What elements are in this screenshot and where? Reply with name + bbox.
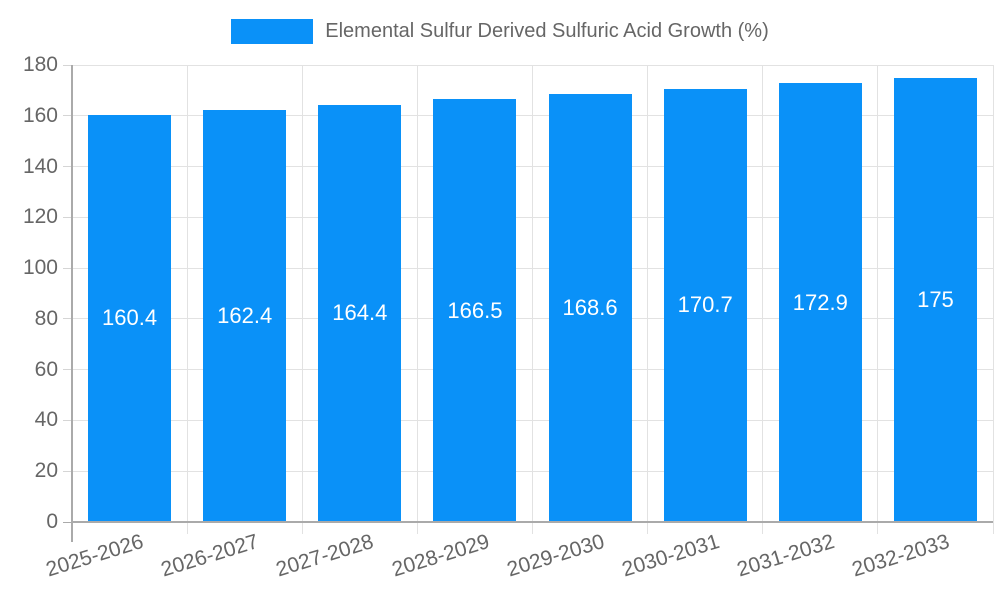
bar[interactable]: 160.4: [88, 114, 172, 522]
x-axis-tick-label: 2025-2026: [43, 530, 147, 582]
x-axis-tick-label: 2031-2032: [734, 530, 838, 582]
y-axis-tick: [63, 470, 72, 472]
y-axis-tick: [63, 166, 72, 168]
legend-label: Elemental Sulfur Derived Sulfuric Acid G…: [325, 20, 769, 42]
y-axis-tick: [63, 64, 72, 66]
bar[interactable]: 166.5: [433, 99, 517, 522]
y-axis-tick: [63, 267, 72, 269]
gridline-vertical: [762, 65, 764, 534]
x-axis-tick-label: 2032-2033: [849, 530, 953, 582]
gridline-vertical: [416, 65, 418, 534]
y-axis-tick: [63, 369, 72, 371]
bar[interactable]: 168.6: [548, 93, 632, 522]
y-axis-tick-label: 60: [34, 357, 58, 381]
y-axis-tick: [63, 216, 72, 218]
bar-value-label: 170.7: [677, 292, 733, 318]
y-axis-tick: [63, 521, 72, 523]
legend[interactable]: Elemental Sulfur Derived Sulfuric Acid G…: [0, 19, 1000, 44]
x-axis-tick-label: 2030-2031: [619, 530, 722, 582]
bar[interactable]: 175: [893, 77, 977, 522]
x-axis-tick-label: 2028-2029: [388, 530, 492, 582]
gridline-vertical: [647, 65, 649, 534]
gridline-vertical: [301, 65, 303, 534]
bar-value-label: 164.4: [332, 300, 388, 326]
x-axis-tick-label: 2026-2027: [158, 530, 262, 582]
gridline-vertical: [992, 65, 994, 534]
bar[interactable]: 164.4: [318, 104, 402, 522]
bar-value-label: 175: [917, 286, 954, 312]
y-axis-tick: [63, 318, 72, 320]
legend-swatch-icon: [231, 19, 314, 44]
y-axis-tick-label: 100: [22, 256, 58, 280]
bar-value-label: 172.9: [792, 289, 848, 315]
y-axis-tick-label: 140: [22, 154, 58, 178]
bar-value-label: 166.5: [447, 297, 503, 323]
y-axis-tick-label: 180: [22, 53, 58, 76]
bar-value-label: 162.4: [217, 302, 273, 328]
bar[interactable]: 170.7: [663, 88, 747, 522]
y-axis-line: [71, 65, 73, 542]
bar[interactable]: 162.4: [203, 109, 287, 522]
gridline-vertical: [532, 65, 533, 534]
bar-value-label: 168.6: [562, 294, 618, 320]
y-axis-tick: [63, 419, 72, 421]
y-axis-tick-label: 40: [34, 408, 58, 432]
x-axis-line: [72, 521, 993, 523]
x-axis-tick-label: 2029-2030: [504, 530, 607, 582]
bar-value-label: 160.4: [102, 305, 158, 331]
gridline-vertical: [877, 65, 879, 534]
y-axis-tick-label: 20: [34, 459, 58, 483]
y-axis-tick: [63, 115, 72, 117]
y-axis-tick-label: 160: [22, 103, 58, 127]
gridline-vertical: [186, 65, 188, 534]
x-axis-tick-label: 2027-2028: [273, 530, 377, 582]
y-axis-tick-label: 0: [46, 510, 58, 533]
bar[interactable]: 172.9: [778, 83, 862, 522]
y-axis-tick-label: 120: [22, 205, 58, 229]
y-axis-tick-label: 80: [34, 306, 58, 330]
